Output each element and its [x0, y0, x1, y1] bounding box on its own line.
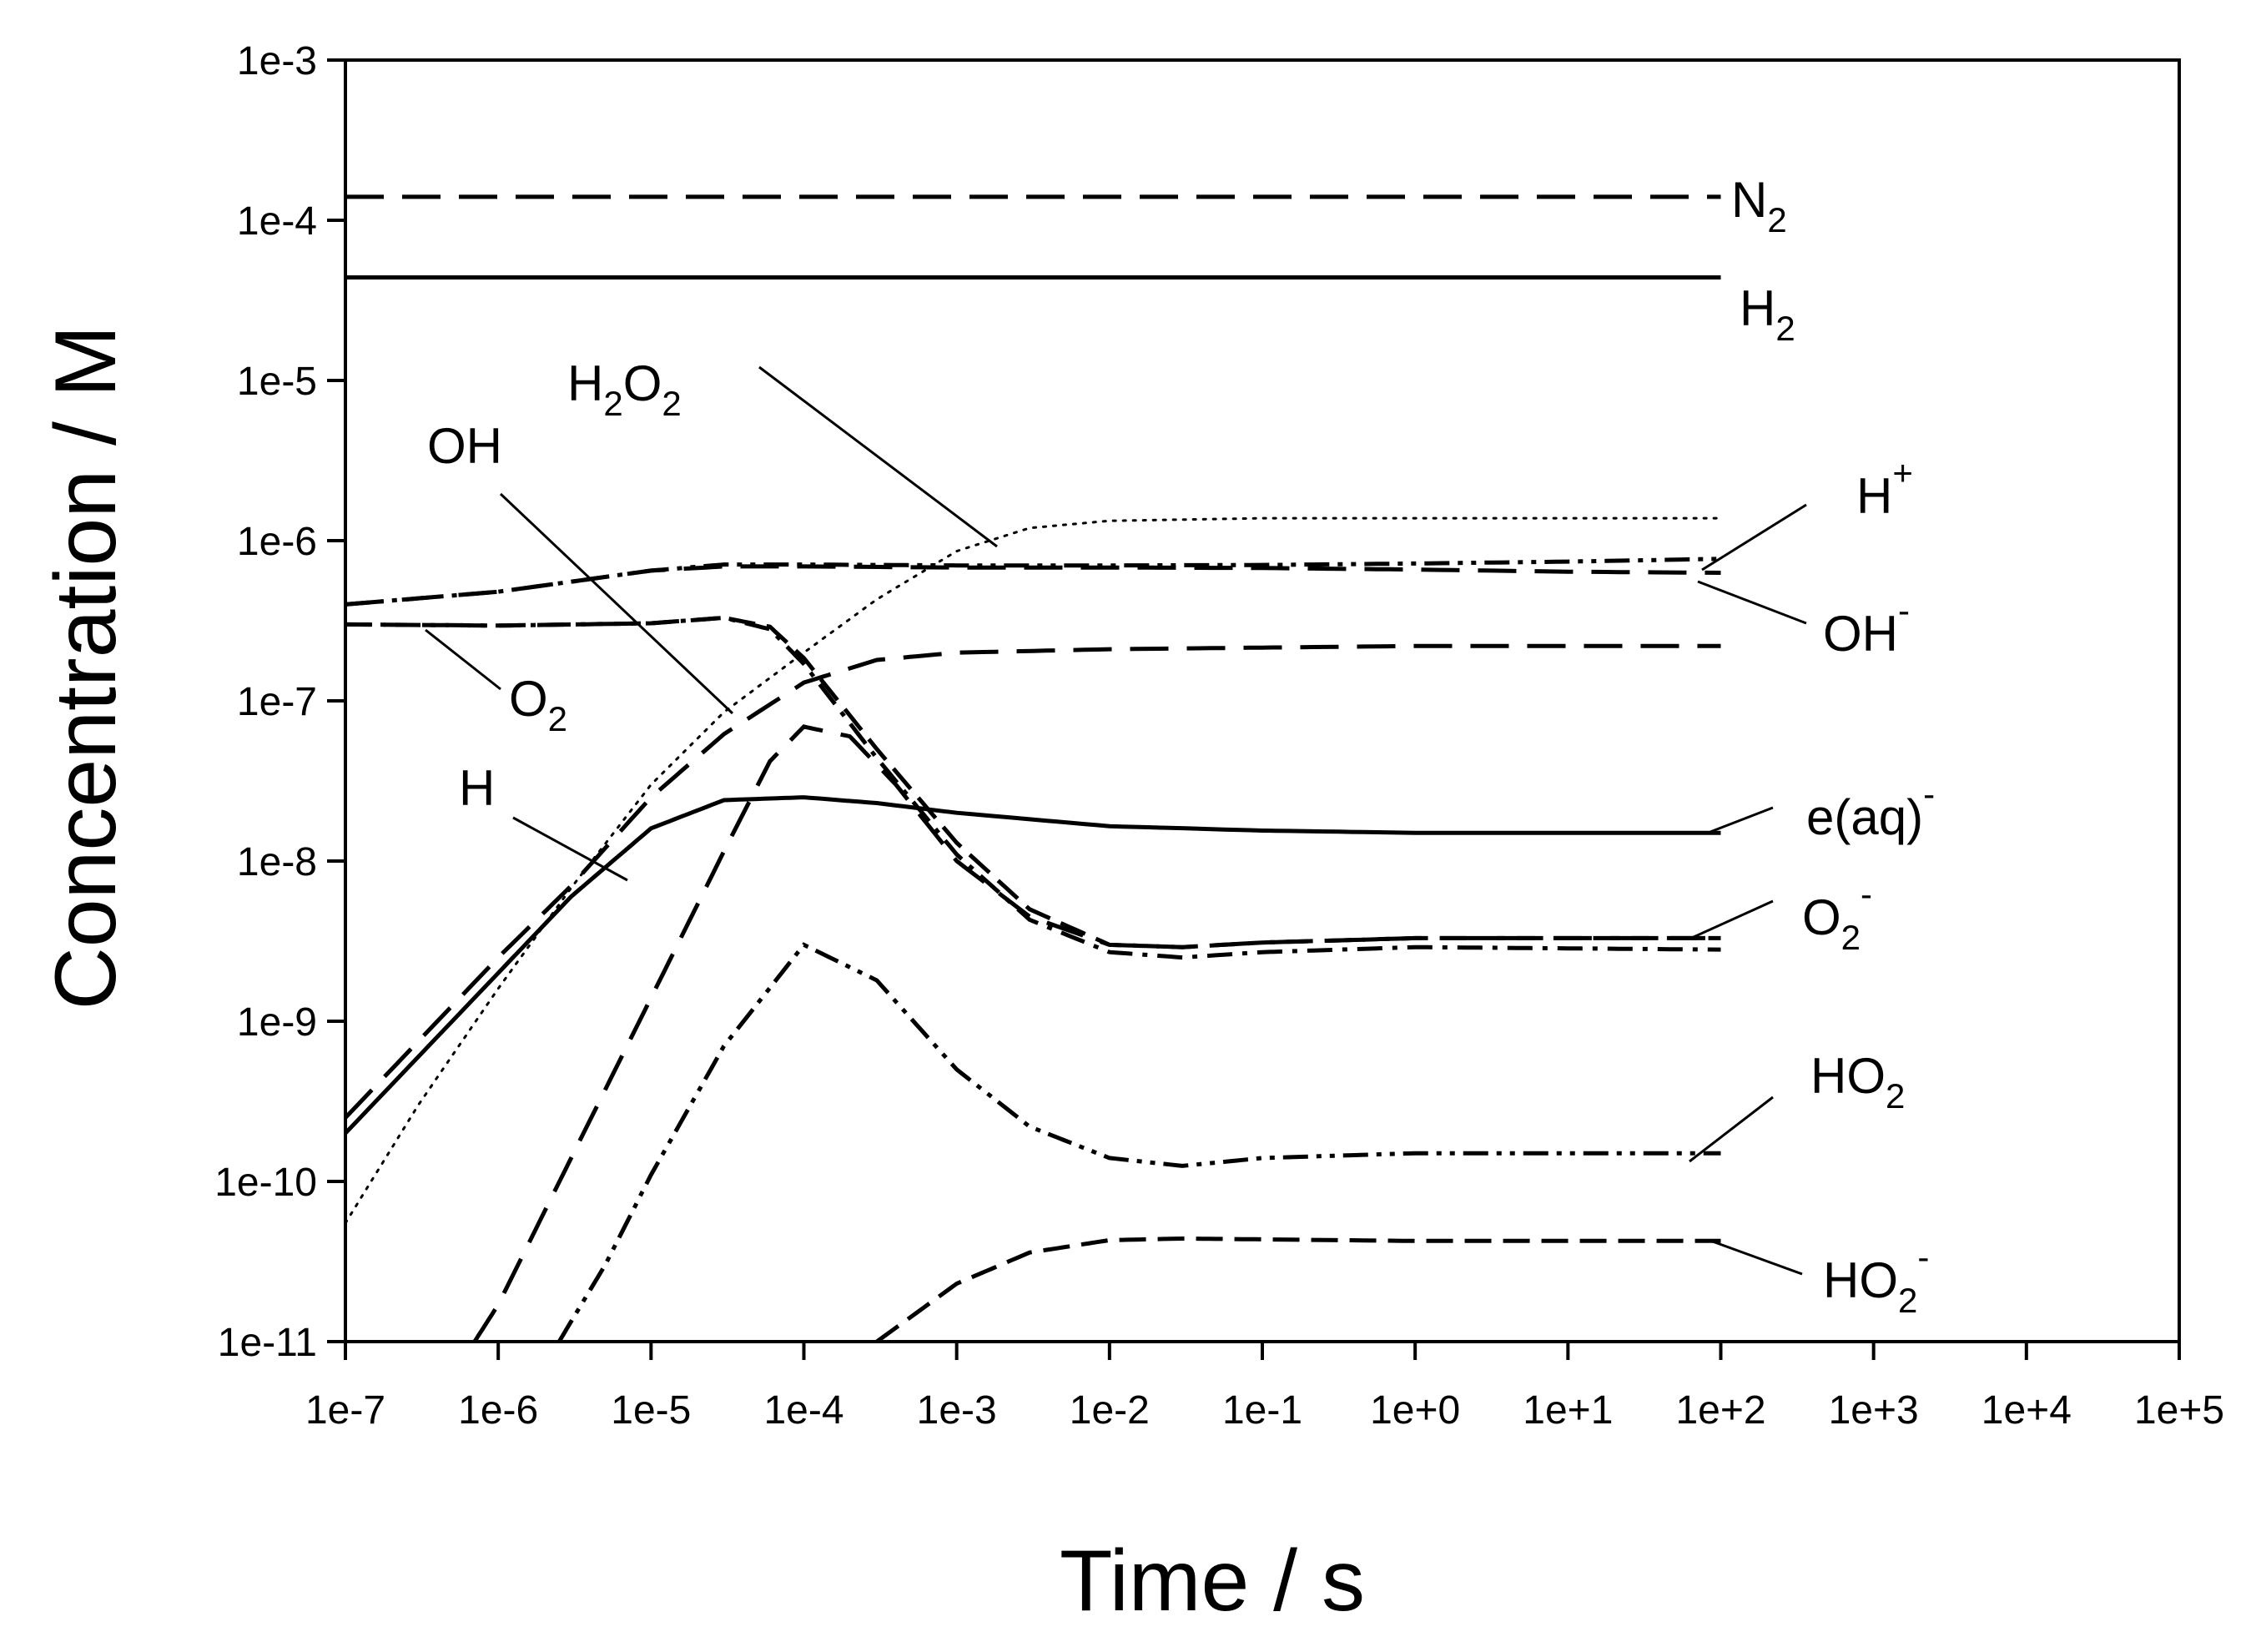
y-tick-label: 1e-10	[214, 1161, 317, 1205]
leader-line-o2-	[1693, 899, 1774, 939]
ticks-layer: 1e-7 1e-6 1e-5 1e-4 1e-3 1e-2 1e-1 1e+0 1e+1 1e+2…	[214, 39, 2224, 1433]
series-label-o2-: O2-	[1802, 874, 1872, 957]
series-label-oh-: OH-	[1823, 591, 1910, 662]
x-tick-label: 1e-4	[763, 1388, 843, 1433]
y-tick-label: 1e-4	[237, 199, 317, 244]
x-tick-label: 1e+5	[2134, 1388, 2224, 1433]
y-tick-label: 1e-11	[218, 1321, 317, 1365]
series-line-oh	[345, 615, 1721, 949]
x-tick-label: 1e+1	[1523, 1388, 1613, 1433]
leader-line-h2o2	[758, 365, 998, 548]
series-label-h2o2: H2O2	[567, 355, 682, 423]
leader-line-o2	[425, 628, 501, 691]
series-label-ho2: HO2	[1810, 1048, 1905, 1116]
series-label-ho2-: HO2-	[1823, 1237, 1929, 1320]
series-line-ho2-	[875, 1236, 1721, 1344]
y-tick-label: 1e-8	[237, 840, 317, 884]
leader-line-oh-	[1697, 580, 1807, 625]
y-tick-label: 1e-5	[237, 360, 317, 404]
leader-line-h	[512, 816, 628, 882]
x-tick-label: 1e-2	[1070, 1388, 1150, 1433]
series-label-h2: H2	[1740, 280, 1795, 348]
leader-line-ho2	[1689, 1095, 1774, 1163]
series-line-h	[344, 643, 1721, 1120]
y-axis-title: Concentration / M	[38, 325, 134, 1010]
x-tick-label: 1e+4	[1981, 1388, 2072, 1433]
series-line-e-aq-	[344, 795, 1721, 1135]
series-line-h2o2	[344, 516, 1722, 1225]
series-line-o2-	[472, 724, 1721, 1343]
x-tick-label: 1e+2	[1675, 1388, 1765, 1433]
y-tick-label: 1e-6	[237, 520, 317, 564]
x-tick-label: 1e-1	[1222, 1388, 1302, 1433]
y-tick-label: 1e-3	[237, 39, 317, 83]
y-tick-label: 1e-9	[237, 1000, 317, 1045]
series-line-ho2	[556, 942, 1721, 1343]
series-label-h: H	[459, 760, 495, 816]
plot-frame	[344, 58, 2181, 1343]
x-tick-label: 1e-5	[611, 1388, 691, 1433]
leader-line-h-	[1701, 503, 1807, 572]
leader-line-ho2-	[1710, 1239, 1803, 1276]
series-label-oh: OH	[427, 418, 502, 474]
x-tick-label: 1e-7	[305, 1388, 385, 1433]
series-label-o2: O2	[509, 671, 567, 738]
leader-layer	[425, 365, 1807, 1276]
x-axis-title: Time / s	[1060, 1533, 1365, 1629]
series-label-e-aq-: e(aq)-	[1806, 774, 1935, 845]
x-tick-label: 1e+0	[1370, 1388, 1460, 1433]
series-label-h-: H+	[1856, 453, 1913, 524]
leader-line-oh	[499, 492, 734, 715]
series-label-n2: N2	[1731, 172, 1787, 239]
series-line-o2	[345, 615, 1721, 960]
series-line-oh-	[345, 564, 1721, 607]
series-layer	[344, 194, 1722, 1344]
x-tick-label: 1e+3	[1829, 1388, 1919, 1433]
y-tick-label: 1e-7	[237, 680, 317, 724]
x-tick-label: 1e-3	[917, 1388, 997, 1433]
leader-line-e-aq-	[1710, 806, 1774, 834]
x-tick-label: 1e-6	[458, 1388, 538, 1433]
